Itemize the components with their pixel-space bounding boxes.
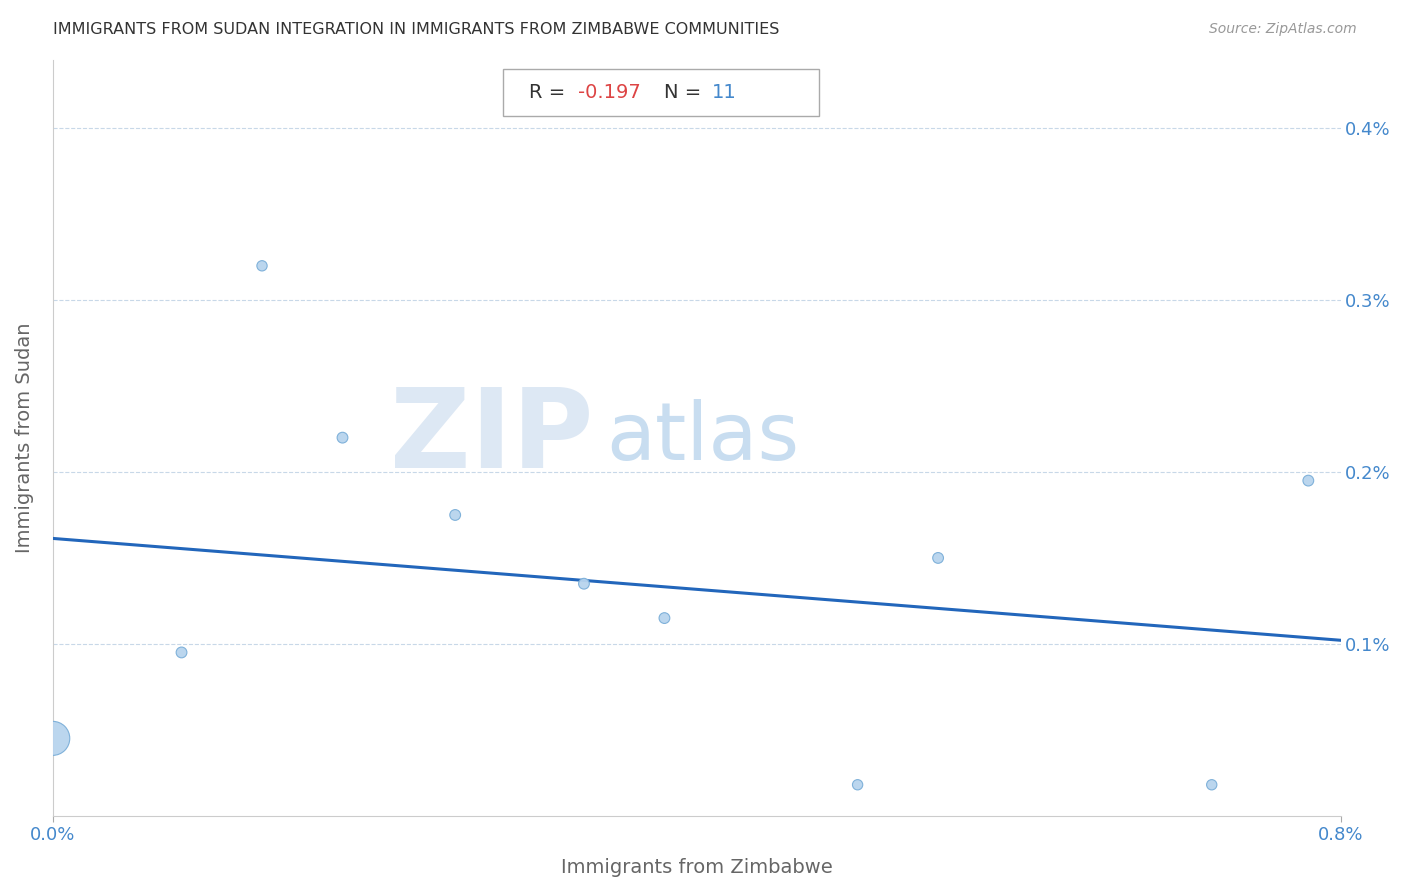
Text: -0.197: -0.197: [578, 83, 641, 103]
Point: [250, 259, 273, 273]
Point: [927, 550, 949, 565]
X-axis label: Immigrants from Zimbabwe: Immigrants from Zimbabwe: [561, 858, 832, 877]
Point: [1201, 778, 1223, 792]
Text: ZIP: ZIP: [391, 384, 593, 491]
FancyBboxPatch shape: [503, 70, 818, 116]
Text: IMMIGRANTS FROM SUDAN INTEGRATION IN IMMIGRANTS FROM ZIMBABWE COMMUNITIES: IMMIGRANTS FROM SUDAN INTEGRATION IN IMM…: [53, 22, 780, 37]
Point: [332, 431, 354, 445]
Point: [846, 778, 869, 792]
Point: [1298, 474, 1320, 488]
Point: [572, 576, 595, 591]
Point: [170, 645, 193, 659]
Text: R =: R =: [529, 83, 572, 103]
Y-axis label: Immigrants from Sudan: Immigrants from Sudan: [15, 322, 34, 553]
Text: 11: 11: [711, 83, 737, 103]
Point: [42, 731, 65, 746]
Text: Source: ZipAtlas.com: Source: ZipAtlas.com: [1209, 22, 1357, 37]
Point: [654, 611, 676, 625]
Text: atlas: atlas: [606, 399, 800, 476]
Point: [444, 508, 467, 522]
Text: N =: N =: [665, 83, 709, 103]
